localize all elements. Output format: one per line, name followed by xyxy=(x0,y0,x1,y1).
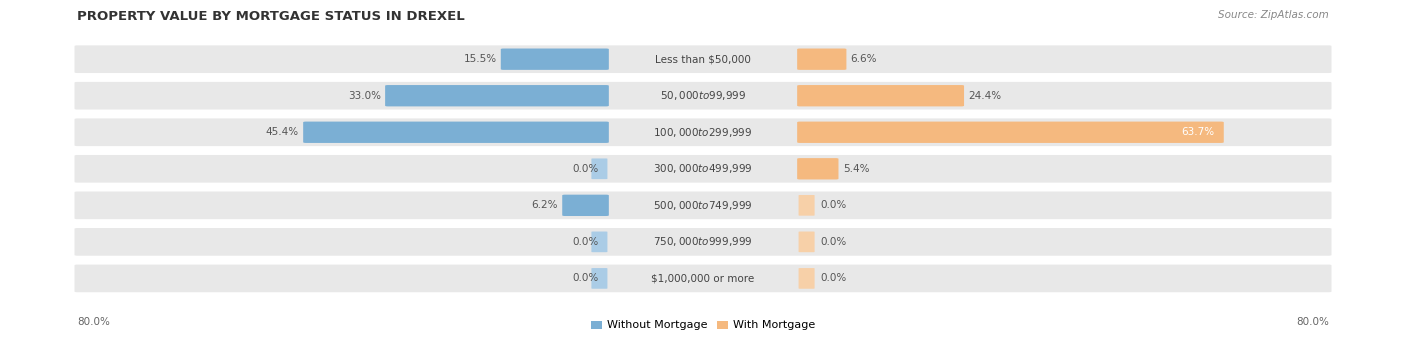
FancyBboxPatch shape xyxy=(799,195,814,216)
Text: 80.0%: 80.0% xyxy=(77,317,110,327)
Text: $500,000 to $749,999: $500,000 to $749,999 xyxy=(654,199,752,212)
Text: 33.0%: 33.0% xyxy=(347,91,381,101)
Text: Source: ZipAtlas.com: Source: ZipAtlas.com xyxy=(1218,10,1329,20)
Text: $50,000 to $99,999: $50,000 to $99,999 xyxy=(659,89,747,102)
FancyBboxPatch shape xyxy=(75,265,1331,292)
FancyBboxPatch shape xyxy=(75,155,1331,183)
FancyBboxPatch shape xyxy=(592,159,607,179)
Text: 0.0%: 0.0% xyxy=(572,164,599,174)
FancyBboxPatch shape xyxy=(797,122,1223,143)
FancyBboxPatch shape xyxy=(799,268,814,289)
Text: 6.6%: 6.6% xyxy=(851,54,877,64)
FancyBboxPatch shape xyxy=(75,82,1331,109)
FancyBboxPatch shape xyxy=(799,232,814,252)
FancyBboxPatch shape xyxy=(592,232,607,252)
FancyBboxPatch shape xyxy=(75,45,1331,73)
FancyBboxPatch shape xyxy=(75,118,1331,146)
Text: $300,000 to $499,999: $300,000 to $499,999 xyxy=(654,162,752,175)
Text: 0.0%: 0.0% xyxy=(820,237,846,247)
Text: $100,000 to $299,999: $100,000 to $299,999 xyxy=(654,126,752,139)
Text: Less than $50,000: Less than $50,000 xyxy=(655,54,751,64)
Legend: Without Mortgage, With Mortgage: Without Mortgage, With Mortgage xyxy=(591,321,815,330)
Text: 45.4%: 45.4% xyxy=(266,127,299,137)
Text: 0.0%: 0.0% xyxy=(572,237,599,247)
Text: $1,000,000 or more: $1,000,000 or more xyxy=(651,273,755,283)
Text: 0.0%: 0.0% xyxy=(820,273,846,283)
FancyBboxPatch shape xyxy=(75,228,1331,256)
Text: 80.0%: 80.0% xyxy=(1296,317,1329,327)
Text: 24.4%: 24.4% xyxy=(969,91,1001,101)
FancyBboxPatch shape xyxy=(75,192,1331,219)
Text: 5.4%: 5.4% xyxy=(842,164,869,174)
FancyBboxPatch shape xyxy=(592,268,607,289)
FancyBboxPatch shape xyxy=(385,85,609,106)
Text: 6.2%: 6.2% xyxy=(531,200,558,210)
FancyBboxPatch shape xyxy=(562,195,609,216)
Text: $750,000 to $999,999: $750,000 to $999,999 xyxy=(654,235,752,248)
FancyBboxPatch shape xyxy=(304,122,609,143)
Text: 15.5%: 15.5% xyxy=(464,54,496,64)
FancyBboxPatch shape xyxy=(501,48,609,70)
FancyBboxPatch shape xyxy=(797,158,838,179)
Text: 0.0%: 0.0% xyxy=(820,200,846,210)
FancyBboxPatch shape xyxy=(797,48,846,70)
Text: 0.0%: 0.0% xyxy=(572,273,599,283)
Text: PROPERTY VALUE BY MORTGAGE STATUS IN DREXEL: PROPERTY VALUE BY MORTGAGE STATUS IN DRE… xyxy=(77,10,465,23)
FancyBboxPatch shape xyxy=(797,85,965,106)
Text: 63.7%: 63.7% xyxy=(1181,127,1213,137)
